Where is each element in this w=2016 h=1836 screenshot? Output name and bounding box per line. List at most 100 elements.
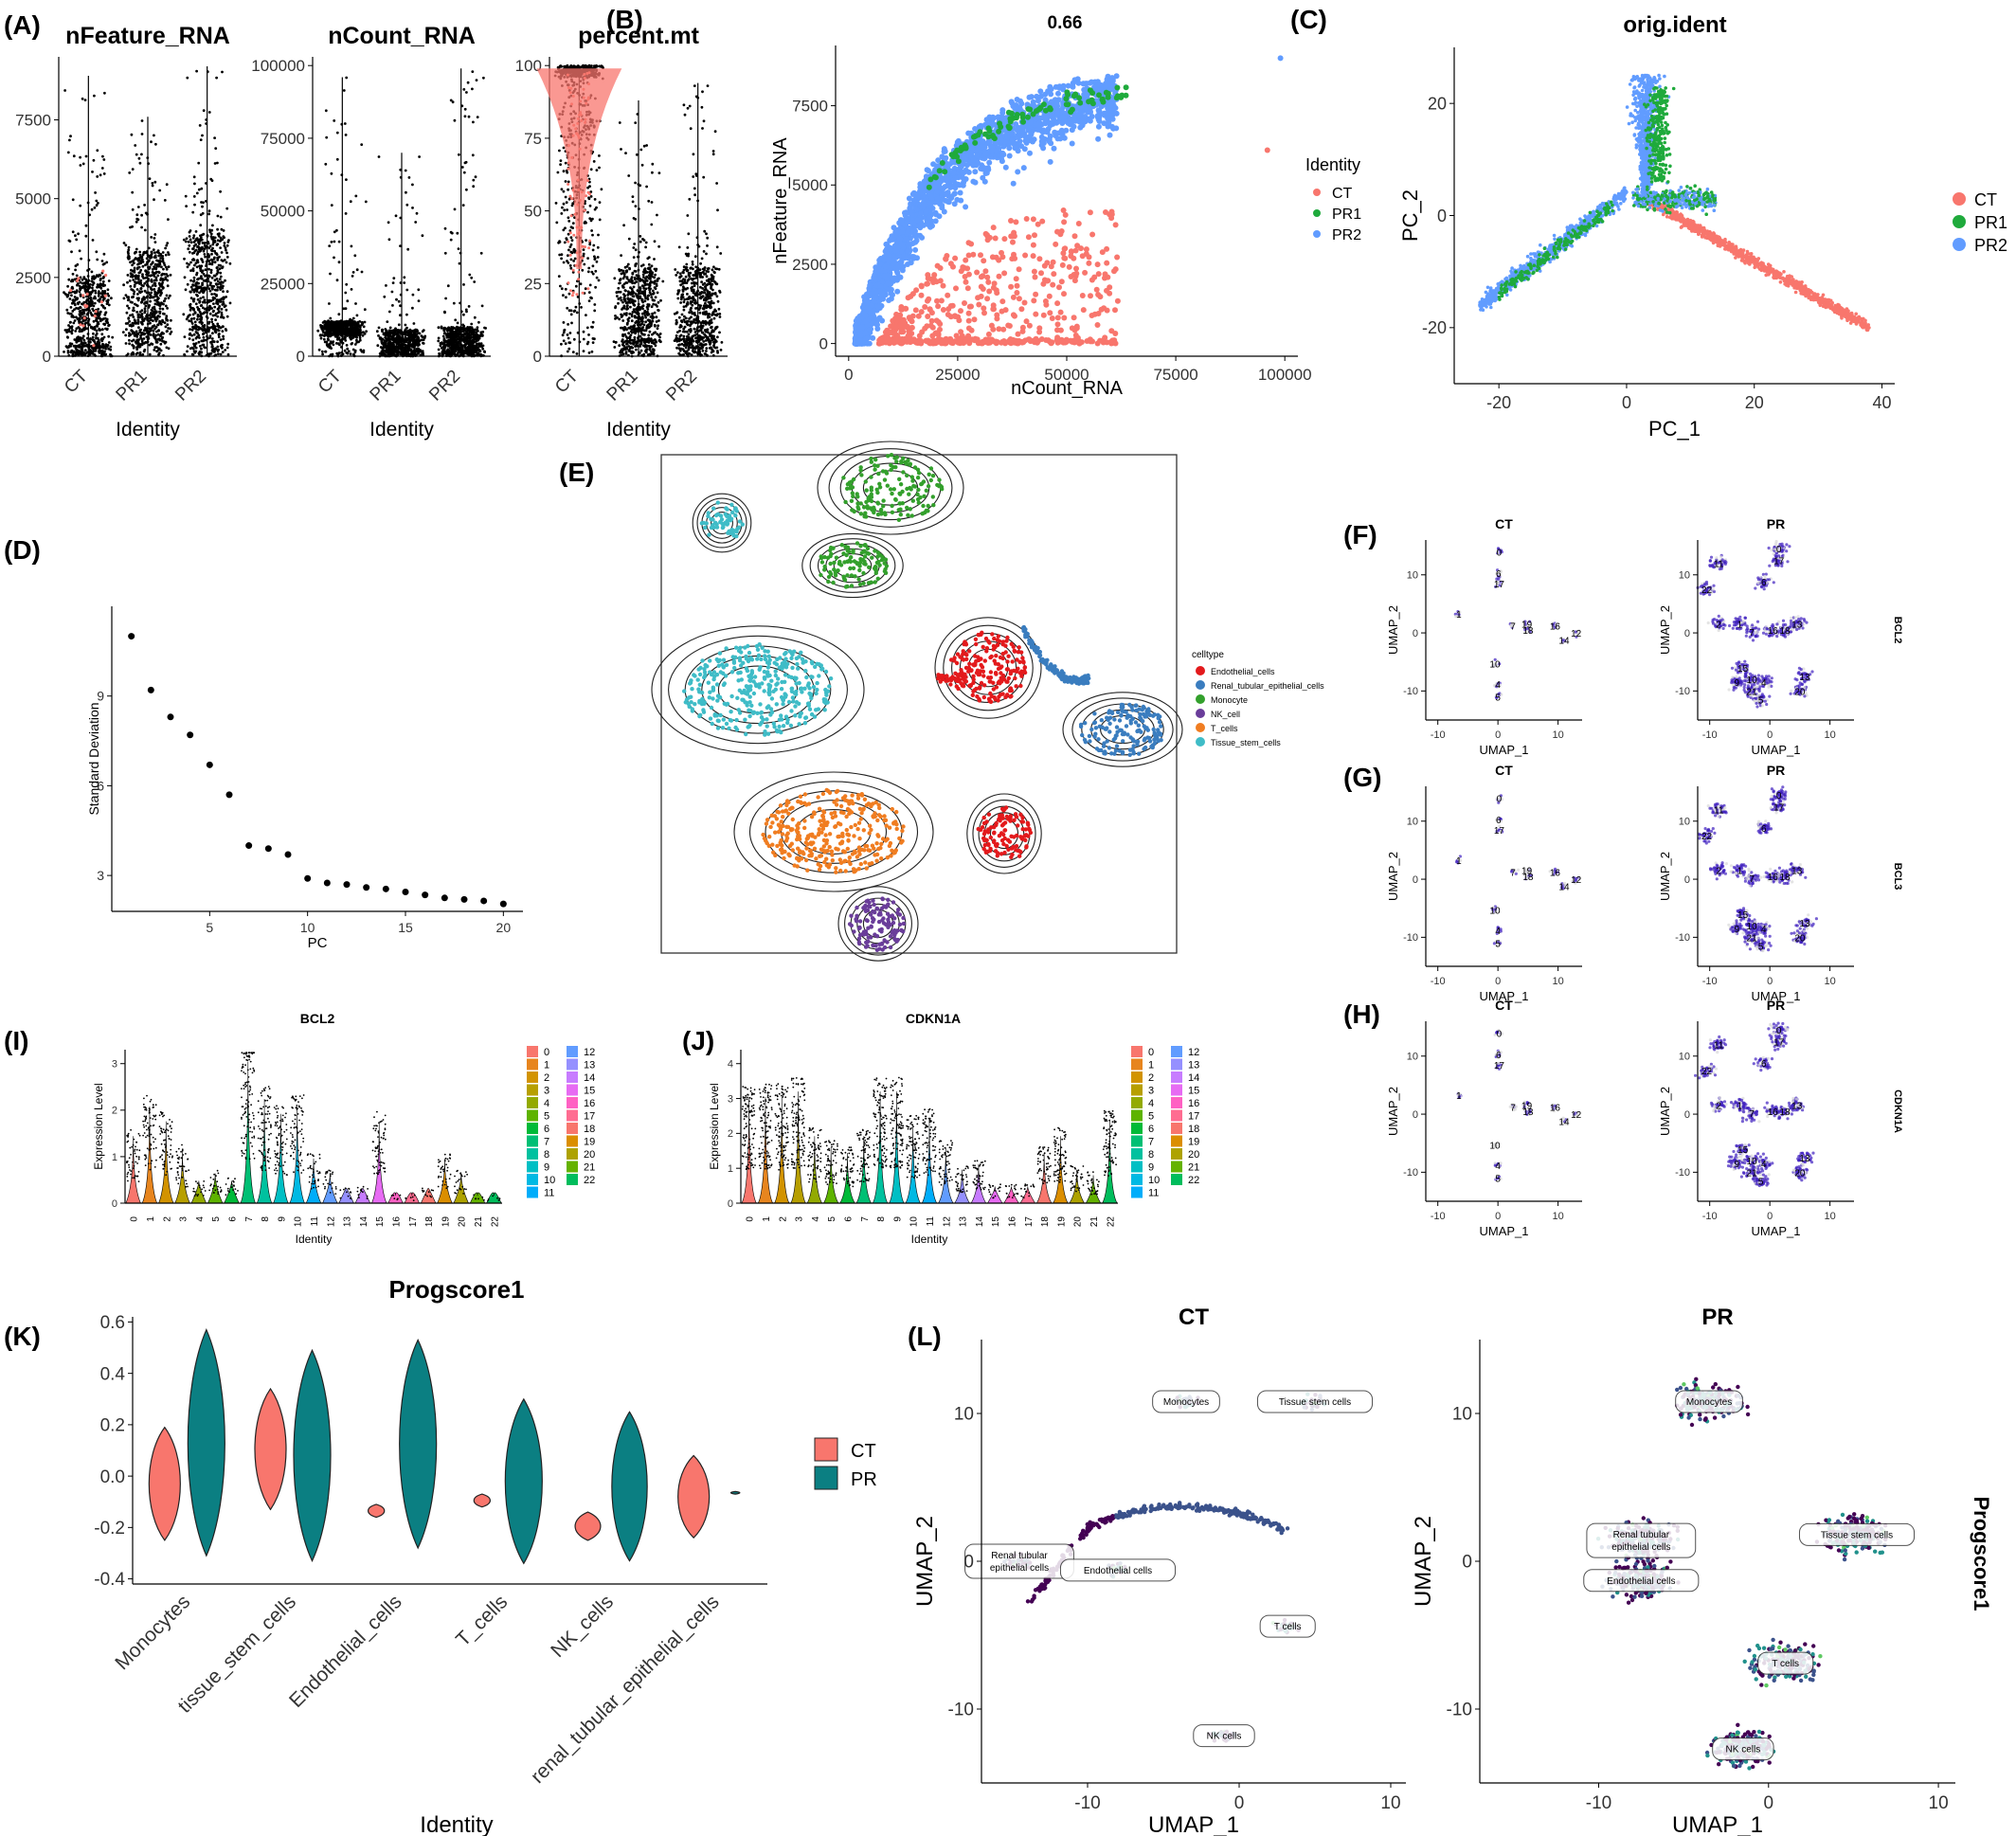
violin-point [69,240,72,243]
violin-point [132,208,135,211]
violin-point [209,341,212,344]
violin-point [85,225,88,227]
violin-point [146,276,149,279]
violin-point [153,288,155,291]
violin-point [159,343,162,346]
violin-point [79,318,81,321]
violin-point [81,347,83,350]
violin-point [216,315,219,318]
violin-point [216,162,219,165]
violin-point [213,136,216,139]
violin-point [209,178,212,181]
violin-point [165,254,168,257]
violin-point [197,162,200,165]
violin-point [98,323,100,326]
violin-point [202,333,205,335]
violin-point [196,253,199,256]
violin-point [195,337,198,340]
violin-point [169,295,171,297]
violin-colored-point [100,300,103,303]
violin-point [205,182,207,185]
violin-point [76,263,79,266]
violin-point [195,230,198,233]
violin-point [200,304,203,307]
violin-point [124,334,127,337]
violin-point [135,153,138,156]
violin-point [151,251,153,254]
violin-point [221,312,224,315]
violin-point [210,235,213,238]
violin-point [138,157,141,160]
violin-point [154,263,157,266]
violin-point [158,261,161,263]
violin-point [74,319,77,322]
violin-point [220,286,223,289]
violin-point [135,335,138,338]
violin-point [95,319,98,322]
violin-point [130,288,133,291]
violin-point [151,309,153,312]
violin-point [166,323,169,326]
violin-point [147,292,150,295]
violin-point [146,156,149,159]
violin-point [204,253,207,256]
violin-point [76,297,79,300]
violin-point [148,319,151,322]
violin-point [221,347,224,350]
violin-point [222,337,225,340]
violin-point [162,260,165,262]
violin-point [144,229,147,232]
violin-point [67,279,70,281]
violin-point [104,353,107,356]
violin-point [166,307,169,310]
violin-point [152,268,154,271]
violin-point [205,264,207,267]
violin-colored-point [92,344,95,347]
violin-point [103,290,106,293]
violin-point [209,281,212,284]
violin-point [364,308,367,311]
violin-point [131,191,134,194]
violin-point [207,213,210,216]
violin-point [140,284,143,287]
violin-point [225,249,227,252]
violin-point [157,330,160,333]
violin-point [221,71,224,74]
violin-colored-point [83,304,86,307]
violin-point [217,215,220,218]
violin-point [219,190,222,193]
violin-point [189,261,192,264]
violin-point [103,92,106,95]
violin-point [167,284,170,287]
violin-point [215,300,218,303]
violin-point [187,316,189,319]
violin-point [200,348,203,351]
violin-point [213,257,216,260]
violin-point [145,212,148,215]
violin-point [204,244,207,247]
violin-colored-point [81,294,84,297]
violin-point [203,279,206,282]
y-tick-label: 2500 [15,269,51,287]
violin-point [229,262,232,265]
violin-colored-point [81,324,84,327]
violin-point [217,239,220,242]
violin-point [192,280,195,283]
violin-point [76,283,79,286]
violin-point [191,288,194,291]
violin-point [225,246,227,249]
violin-point [149,353,152,356]
violin-colored-point [69,289,72,292]
violin-point [85,296,88,298]
violin-point [170,274,172,277]
violin-point [193,183,196,186]
violin-point [191,322,194,325]
violin-point [215,331,218,333]
violin-point [143,337,146,340]
violin-point [128,298,131,301]
violin-point [152,185,154,188]
violin-point [212,302,215,305]
violin-point [203,109,206,112]
violin-point [99,311,102,314]
